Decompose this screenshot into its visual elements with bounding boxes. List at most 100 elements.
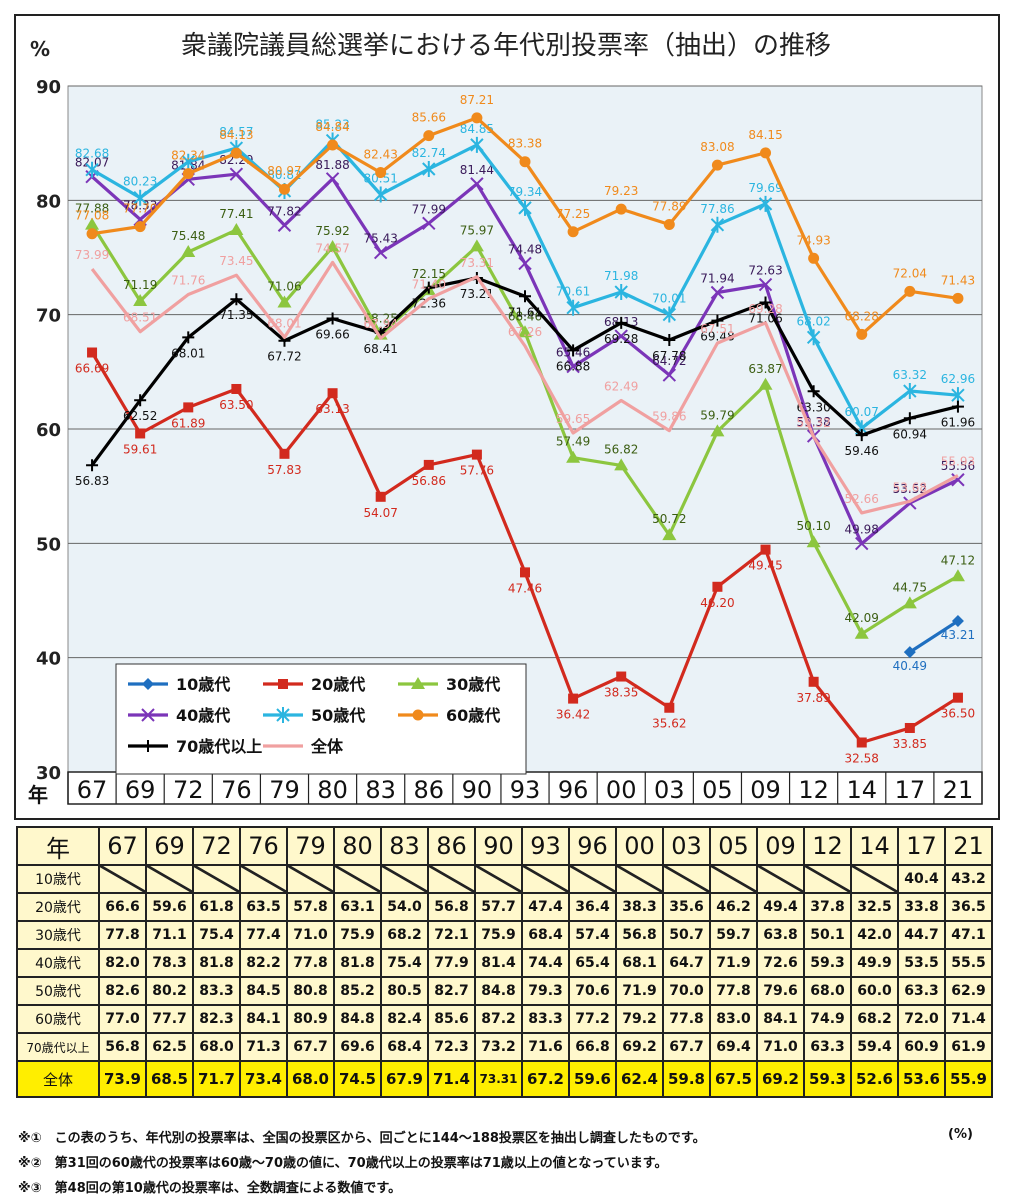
table-cell: 80.2 [145,976,194,1006]
table-cell: 72.0 [897,1004,946,1034]
table-total-cell: 68.0 [286,1060,335,1098]
x-tick-label: 69 [125,776,156,804]
table-cell: 54.0 [380,892,429,922]
series-7-data-label: 67.51 [700,322,734,336]
series-1-data-label: 54.07 [364,506,398,520]
series-3-data-label: 74.48 [508,242,542,256]
line-chart: 衆議院議員総選挙における年代別投票率（抽出）の推移% 30 40 50 60 70 80 90… [28,31,983,807]
series-6-point [567,344,580,357]
series-1-data-label: 46.20 [700,596,734,610]
series-6-data-label: 68.41 [364,342,398,356]
series-3-data-label: 77.82 [267,204,301,218]
series-0-point [951,614,964,627]
series-0-data-label: 43.21 [941,628,975,642]
series-7-data-label: 55.93 [941,455,975,469]
series-6-point [86,459,99,472]
x-tick-label: 14 [846,776,877,804]
series-5-data-label: 82.43 [364,148,398,162]
table-row: 70歳代以上 56.8 62.5 68.0 71.3 67.7 69.6 68.4 72.3 73… [16,1032,993,1062]
series-1-data-label: 61.89 [171,416,205,430]
table-cell: 74.4 [521,948,570,978]
series-4-point [181,153,195,170]
series-2-data-label: 71.19 [123,278,157,292]
series-6-point [903,412,916,425]
table-cell: 68.1 [615,948,664,978]
series-4-data-label: 80.82 [267,168,301,182]
series-2-point [902,596,917,609]
table-empty-cell [192,864,241,894]
table-cell: 68.4 [521,920,570,950]
table-year-header: 69 [145,826,194,866]
series-4-data-label: 60.07 [845,405,879,419]
table-total-cell: 69.2 [756,1060,805,1098]
series-7-line [90,260,959,515]
series-6-data-label: 61.96 [941,416,975,430]
table-cell: 68.2 [850,1004,899,1034]
series-5-data-label: 77.08 [75,209,109,223]
table-cell: 59.6 [145,892,194,922]
series-1-point [423,459,434,470]
table-cell: 77.7 [145,1004,194,1034]
series-5-data-label: 84.15 [748,128,782,142]
table-total-cell: 73.31 [474,1060,523,1098]
series-5-data-label: 87.21 [460,93,494,107]
series-4-data-label: 70.01 [652,292,686,306]
series-2-point [710,424,725,437]
x-tick-label: 90 [462,776,493,804]
series-4-point [806,329,821,346]
table-cell: 84.5 [239,976,288,1006]
series-6-data-label: 71.61 [508,305,542,319]
series-5-point [182,168,194,180]
series-6-data-label: 62.52 [123,409,157,423]
table-cell: 82.7 [427,976,476,1006]
table-cell: 63.3 [897,976,946,1006]
series-1-data-label: 35.62 [652,717,686,731]
table-cell: 78.3 [145,948,194,978]
series-1-point [471,449,482,460]
table-total-cell: 67.9 [380,1060,429,1098]
series-2-point [518,325,532,338]
table-cell: 61.8 [192,892,241,922]
series-5-point [615,203,627,215]
table-year-header: 21 [944,826,993,866]
table-row-label: 20歳代 [16,892,100,922]
series-5-point [760,147,772,159]
table-cell: 77.0 [98,1004,147,1034]
series-2-data-label: 75.48 [171,229,205,243]
table-cell: 57.7 [474,892,523,922]
table-year-header: 72 [192,826,241,866]
series-5-point [134,221,146,233]
y-tick-label: 50 [36,534,61,555]
table-empty-cell [427,864,476,894]
table-cell: 71.0 [286,920,335,950]
table-cell: 80.5 [380,976,429,1006]
table-year-header: 09 [756,826,805,866]
table-total-row: 全体 73.9 68.5 71.7 73.4 68.0 74.5 67.9 71.4 73.31 6… [16,1060,993,1098]
series-5-data-label: 72.04 [893,266,927,280]
series-6-data-label: 67.78 [652,349,686,363]
table-cell: 81.8 [192,948,241,978]
table-cell: 77.8 [98,920,147,950]
series-5-point [230,147,242,159]
series-4-data-label: 80.23 [123,175,157,189]
table-cell: 60.0 [850,976,899,1006]
table-year-header: 05 [709,826,758,866]
table-cell: 56.8 [615,920,664,950]
table-cell: 60.9 [897,1032,946,1062]
table-cell: 77.9 [427,948,476,978]
y-tick-label: 30 [36,763,61,784]
table-cell: 69.2 [615,1032,664,1062]
series-1-point [616,671,627,682]
series-2-data-label: 44.75 [893,580,927,594]
table-cell: 79.3 [521,976,570,1006]
series-4-data-label: 79.69 [748,181,782,195]
table-total-cell: 71.7 [192,1060,241,1098]
table-cell: 74.9 [803,1004,852,1034]
series-2-point [854,626,869,639]
table-cell: 63.3 [803,1032,852,1062]
series-6-data-label: 71.35 [219,308,253,322]
table-year-header: 79 [286,826,335,866]
table-cell: 42.0 [850,920,899,950]
data-table: 年 67 69 72 76 79 80 83 86 90 93 96 00 03 05 09 12 14 17 21 1… [16,826,993,1098]
table-cell: 46.2 [709,892,758,922]
